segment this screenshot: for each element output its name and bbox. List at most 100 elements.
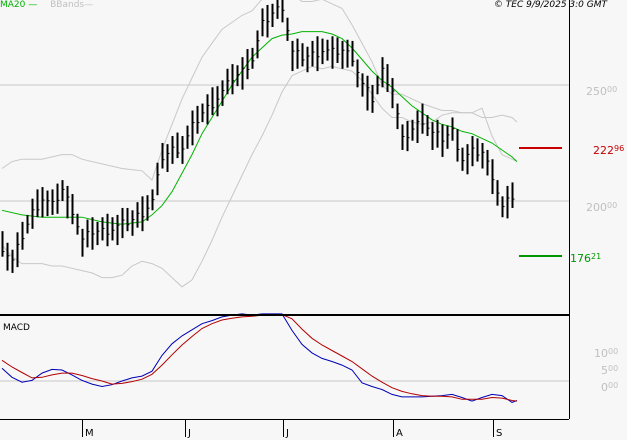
bbands-lower [1,65,518,288]
ohlc-bar [341,40,345,69]
ohlc-bar [156,162,160,196]
ohlc-bar [381,57,385,88]
legend: MA20 — BBands— [0,0,93,11]
ohlc-bar [361,73,365,97]
ohlc-bar [216,86,220,117]
ohlc-bar [331,36,335,69]
ohlc-bar [6,242,10,271]
ohlc-bar [196,105,200,134]
ohlc-bar [346,39,350,68]
ohlc-bar [96,221,100,246]
ohlc-bar [11,249,15,273]
ohlc-bar [226,68,230,95]
ohlc-bar [456,129,460,162]
ohlc-bar [46,190,50,217]
ohlc-bar [416,110,420,143]
ohlc-bar [31,198,35,229]
ohlc-bar [441,124,445,157]
ohlc-bar [446,125,450,149]
ohlc-bar [266,4,270,38]
ma20-polyline [1,31,518,225]
ohlc-bar [506,185,510,219]
ohlc-bar [276,0,280,19]
macd-title: MACD [3,323,30,333]
ohlc-bar [106,213,110,247]
support-label: 17621 [570,252,602,265]
legend-bbands: BBands— [50,0,94,10]
ohlc-bar [281,0,285,23]
signal-line [1,313,518,402]
ohlc-bar [496,180,500,206]
ohlc-bar [21,221,25,250]
macd-label-10: 1000 [594,347,619,360]
ohlc-bar [16,232,20,268]
ohlc-bar [501,196,505,218]
ohlc-bar [366,75,370,111]
macd-line [1,313,518,403]
ohlc-bar [296,38,300,69]
ohlc-bar [406,120,410,152]
ohlc-bar [186,125,190,149]
ohlc-bar [41,187,45,218]
macd-label-5: 500 [601,364,619,377]
ohlc-bar [221,80,225,106]
month-label: M [85,428,94,439]
copyright-text: © TEC 9/9/2025 3:0 GMT [493,0,607,10]
ohlc-bar [261,8,265,37]
month-label: J [188,428,191,439]
ohlc-bar [476,138,480,162]
ohlc-bar [491,159,495,195]
ohlc-bar [206,94,210,125]
ohlc-bar [451,117,455,141]
ohlc-bar [161,143,165,169]
ohlc-bar [411,119,415,141]
ohlc-bar [351,40,355,67]
ohlc-bar [291,40,295,72]
ohlc-bar [211,87,215,116]
ma20-line [1,31,518,225]
macd-lines [1,313,518,403]
ohlc-bar [466,144,470,175]
ohlc-bar [61,180,65,201]
ohlc-bar [486,149,490,176]
ohlc-bar [86,219,90,248]
ohlc-bar [271,3,275,27]
ohlc-bar [111,217,115,241]
ohlc-bar [306,46,310,73]
ohlc-bar [311,40,315,67]
ohlc-bar [176,132,180,159]
ohlc-bar [191,110,195,146]
ohlc-bar [321,38,325,65]
ohlc-bar [231,64,235,95]
ohlc-bar [76,213,80,235]
ohlc-bar [1,231,5,257]
ohlc-bar [396,103,400,130]
month-label: J [286,428,289,439]
ohlc-bar [386,64,390,92]
legend-ma20: MA20 — [0,0,38,10]
ohlc-bar [371,85,375,113]
ohlc-bar [436,119,440,148]
bbands-upper [1,0,518,181]
price-bars [1,0,515,273]
ohlc-bar [116,214,120,246]
ohlc-bar [126,207,130,232]
ohlc-bar [91,217,95,250]
ohlc-bar [461,147,465,171]
ohlc-bar [376,75,380,95]
ohlc-bar [391,78,395,109]
ohlc-bar [236,65,240,87]
ohlc-bar [66,185,70,219]
month-label: S [496,428,503,439]
ohlc-bar [56,183,60,214]
ohlc-bar [36,189,40,218]
ohlc-bar [241,57,245,90]
ohlc-bar [71,194,75,225]
ohlc-bar [511,182,515,208]
ohlc-bar [26,214,30,234]
ohlc-bar [246,49,250,80]
ohlc-bar [431,122,435,150]
ohlc-bar [201,103,205,123]
